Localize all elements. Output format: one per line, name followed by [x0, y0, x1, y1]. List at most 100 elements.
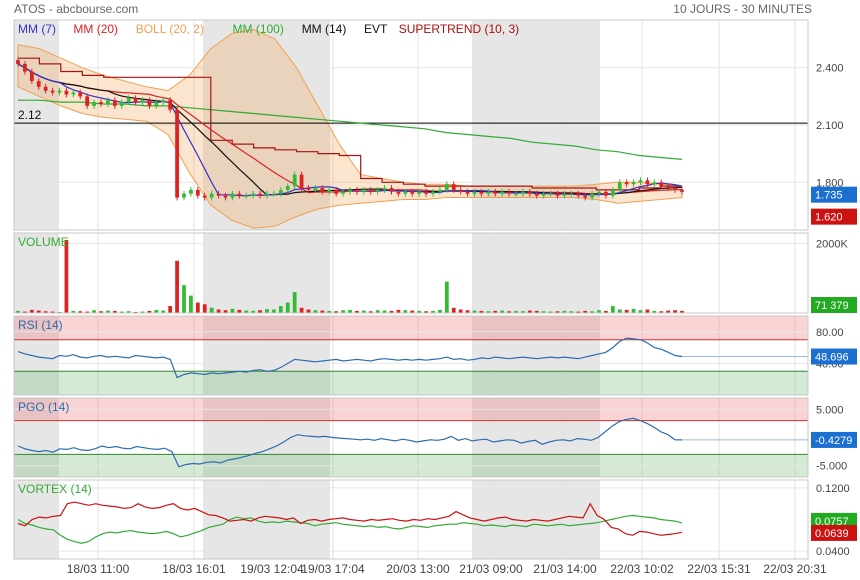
price-badge-0-bg — [811, 186, 857, 203]
candle-body — [119, 102, 124, 106]
legend-item-1: MM (20) — [73, 22, 118, 36]
volume-bar — [320, 310, 325, 313]
candle-body — [85, 96, 90, 106]
legend-item-5: EVT — [364, 22, 388, 36]
volume-bar — [154, 309, 159, 313]
legend-item-4: MM (14) — [302, 22, 347, 36]
volume-bar — [278, 306, 283, 313]
period-label: 10 JOURS - 30 MINUTES — [673, 2, 812, 16]
volume-bar — [189, 295, 193, 313]
candle-body — [50, 90, 55, 93]
price-badge-1: 1.620 — [815, 212, 843, 224]
candle-body — [189, 189, 193, 194]
volume-title: VOLUME — [18, 235, 69, 249]
volume-bar — [479, 310, 484, 313]
session-band-pgo-0 — [14, 398, 59, 477]
candle-body — [631, 182, 636, 185]
volume-bar — [348, 309, 352, 313]
volume-bar — [438, 309, 442, 313]
candle-body — [645, 180, 650, 185]
volume-bar — [50, 311, 55, 313]
candle-body — [382, 188, 387, 190]
volume-bar — [624, 309, 629, 313]
volume-bar — [382, 310, 387, 313]
vortex-badge-1-bg — [811, 524, 857, 541]
y-tick-label-pgo-1: -5.000 — [816, 461, 847, 473]
volume-bar — [334, 311, 339, 313]
candle-body — [673, 188, 677, 190]
candle-body — [479, 191, 484, 194]
y-tick-label-price-2: 1.800 — [816, 177, 844, 189]
candle-body — [292, 174, 297, 187]
candle-body — [444, 184, 449, 190]
candle-body — [514, 193, 518, 195]
volume-bar — [486, 311, 491, 313]
volume-bar — [631, 308, 636, 313]
volume-bar — [451, 307, 456, 313]
candle-body — [313, 188, 318, 190]
volume-bar — [514, 310, 518, 313]
candle-body — [438, 189, 442, 192]
volume-bar — [168, 306, 173, 313]
candle-body — [389, 188, 394, 192]
x-tick-label-8: 22/03 15:31 — [687, 562, 751, 576]
x-tick-label-9: 22/03 20:31 — [763, 562, 827, 576]
panel-border-pgo — [13, 397, 809, 478]
x-tick-label-6: 21/03 14:00 — [533, 562, 597, 576]
candle-body — [320, 188, 325, 192]
volume-bar — [638, 310, 643, 313]
candle-body — [272, 193, 276, 195]
volume-bar — [99, 311, 103, 313]
candle-body — [251, 193, 256, 196]
x-tick-label-5: 21/03 09:00 — [459, 562, 523, 576]
candle-body — [175, 109, 179, 198]
volume-bar — [562, 310, 567, 313]
x-tick-label-0: 18/03 11:00 — [67, 562, 130, 576]
volume-bar — [126, 311, 131, 313]
candle-body — [541, 193, 546, 196]
pgo-badge-bg — [811, 431, 857, 448]
candle-body — [521, 191, 525, 194]
candle-body — [195, 189, 200, 196]
x-tick-label-2: 19/03 12:04 — [240, 562, 304, 576]
volume-bar — [465, 310, 470, 313]
candle-body — [555, 193, 560, 196]
candle-body — [403, 191, 408, 194]
candle-body — [106, 100, 110, 104]
volume-bar — [258, 310, 262, 313]
volume-bar — [590, 311, 594, 313]
volume-bar — [341, 310, 345, 313]
candle-body — [368, 189, 373, 192]
price-badge-1-bg — [811, 208, 857, 225]
candle-body — [410, 191, 415, 194]
volume-bar — [119, 311, 124, 313]
volume-bar — [645, 309, 650, 313]
candle-body — [306, 188, 311, 190]
volume-bar — [85, 311, 90, 313]
volume-bar — [458, 309, 463, 313]
reference-line-label: 2.12 — [18, 108, 42, 122]
volume-bar — [306, 309, 311, 313]
volume-bar — [417, 310, 422, 313]
candle-body — [610, 189, 615, 196]
candle-body — [202, 195, 207, 198]
x-tick-label-7: 22/03 10:02 — [610, 562, 674, 576]
volume-bar — [112, 310, 117, 313]
candle-body — [244, 195, 249, 197]
volume-bar — [493, 310, 498, 313]
y-tick-label-pgo-0: 5.000 — [816, 404, 844, 416]
volume-bar — [355, 310, 359, 313]
candle-body — [583, 195, 588, 198]
panel-border-vortex — [13, 479, 809, 560]
session-band-rsi-0 — [14, 316, 59, 395]
volume-bar — [555, 311, 560, 313]
volume-bar — [368, 311, 373, 313]
vortex-badge-1: 0.0639 — [815, 528, 849, 540]
candle-body — [624, 182, 629, 185]
volume-bar — [361, 310, 366, 313]
volume-bar — [534, 310, 539, 313]
candle-body — [375, 189, 380, 192]
volume-badge-bg — [811, 297, 857, 313]
volume-bar — [36, 310, 41, 313]
candle-body — [562, 193, 567, 196]
